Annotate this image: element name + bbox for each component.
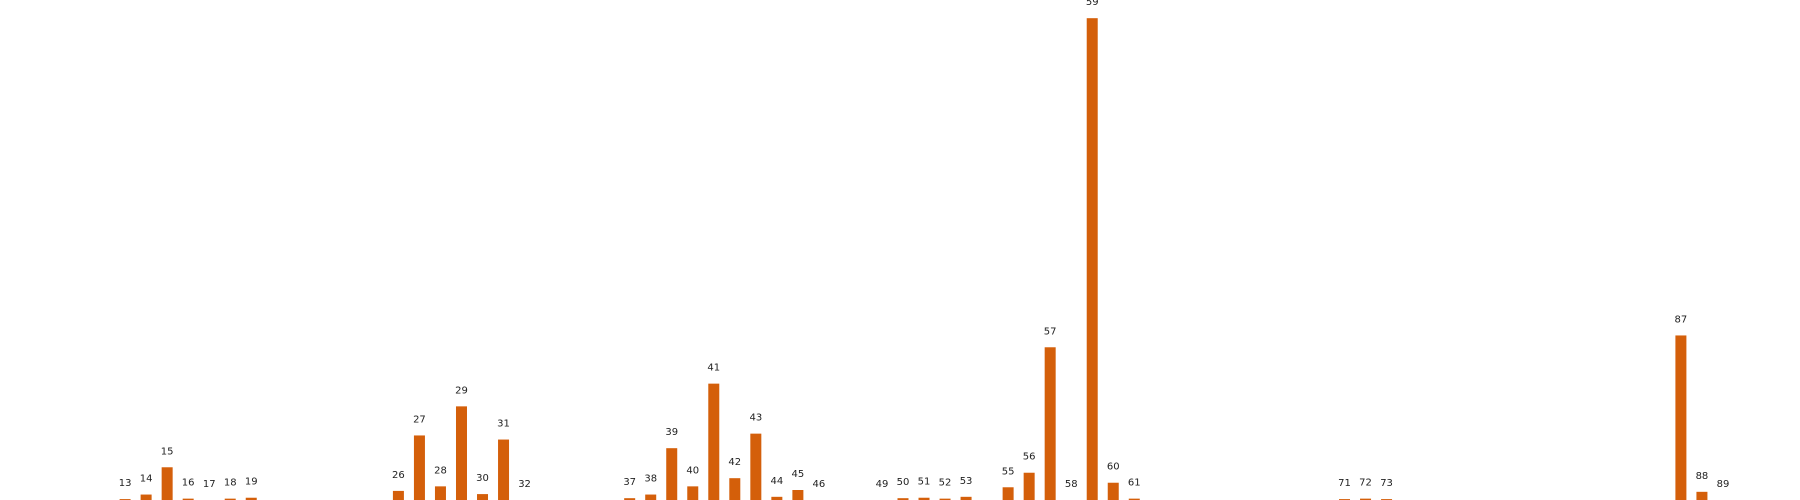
bar-label-55: 55 — [1002, 466, 1015, 477]
bar-label-49: 49 — [876, 479, 889, 490]
bar-label-42: 42 — [728, 457, 741, 468]
bar-label-43: 43 — [749, 413, 762, 424]
bar-label-71: 71 — [1338, 478, 1351, 489]
bar-87 — [1675, 335, 1687, 500]
bar-label-89: 89 — [1717, 479, 1730, 490]
bar-57 — [1044, 347, 1056, 500]
bar-50 — [897, 498, 909, 500]
bar-label-30: 30 — [476, 473, 489, 484]
bar-label-37: 37 — [623, 477, 636, 488]
bar-39 — [666, 448, 678, 500]
bar-41 — [708, 383, 720, 500]
bar-label-61: 61 — [1128, 478, 1141, 489]
bar-60 — [1107, 482, 1119, 500]
bar-15 — [161, 467, 173, 500]
bar-label-14: 14 — [140, 474, 153, 485]
bar-28 — [434, 486, 446, 500]
bar-59 — [1086, 18, 1098, 500]
bar-label-38: 38 — [644, 474, 657, 485]
bar-72 — [1360, 498, 1372, 500]
bar-label-46: 46 — [813, 479, 826, 490]
bar-label-18: 18 — [224, 478, 237, 489]
bar-label-73: 73 — [1380, 478, 1393, 489]
bar-40 — [687, 486, 699, 500]
bar-label-87: 87 — [1675, 314, 1688, 325]
bar-42 — [729, 478, 741, 500]
bar-label-16: 16 — [182, 478, 195, 489]
bar-55 — [1002, 487, 1014, 500]
bar-label-58: 58 — [1065, 479, 1078, 490]
bar-label-44: 44 — [770, 476, 783, 487]
bar-56 — [1023, 472, 1035, 500]
bar-label-72: 72 — [1359, 478, 1372, 489]
bar-16 — [182, 498, 194, 500]
bar-label-88: 88 — [1696, 471, 1709, 482]
bar-label-53: 53 — [960, 476, 973, 487]
bar-label-19: 19 — [245, 477, 258, 488]
bar-group — [119, 18, 1708, 500]
bar-label-31: 31 — [497, 419, 510, 430]
bar-label-32: 32 — [518, 479, 531, 490]
bar-44 — [771, 496, 783, 500]
bar-label-28: 28 — [434, 465, 447, 476]
bar-53 — [960, 496, 972, 500]
bar-label-50: 50 — [897, 477, 910, 488]
bar-label-17: 17 — [203, 479, 216, 490]
bar-18 — [224, 498, 236, 500]
bar-label-26: 26 — [392, 470, 405, 481]
bar-52 — [939, 498, 951, 500]
bar-29 — [455, 406, 467, 500]
bar-label-27: 27 — [413, 414, 426, 425]
bar-43 — [750, 433, 762, 500]
bar-31 — [498, 439, 510, 500]
bar-label-56: 56 — [1023, 452, 1036, 463]
bar-label-41: 41 — [707, 363, 720, 374]
bar-45 — [792, 490, 804, 500]
bar-label-51: 51 — [918, 477, 931, 488]
bar-label-39: 39 — [665, 427, 678, 438]
bar-label-13: 13 — [119, 478, 132, 489]
bar-26 — [392, 490, 404, 500]
bar-label-15: 15 — [161, 446, 174, 457]
bar-37 — [624, 498, 636, 500]
bar-label-29: 29 — [455, 385, 468, 396]
bar-label-45: 45 — [792, 469, 805, 480]
bar-30 — [477, 494, 489, 500]
bar-14 — [140, 494, 152, 500]
bar-label-40: 40 — [686, 465, 699, 476]
bar-label-52: 52 — [939, 478, 952, 489]
bar-51 — [918, 497, 930, 500]
bar-88 — [1696, 491, 1708, 500]
bar-label-59: 59 — [1086, 0, 1099, 8]
bar-19 — [245, 497, 257, 500]
bar-61 — [1128, 498, 1140, 500]
label-group: 13 14 15 16 17 18 19 26 27 28 29 30 31 32 37 38 39 40 41 42… — [119, 0, 1730, 490]
bar-27 — [413, 435, 425, 500]
bar-label-57: 57 — [1044, 326, 1057, 337]
bar-38 — [645, 494, 657, 500]
bar-label-60: 60 — [1107, 462, 1120, 473]
